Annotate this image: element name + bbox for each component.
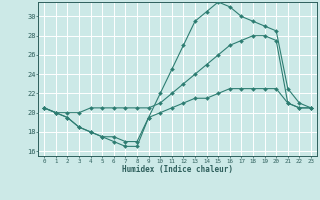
X-axis label: Humidex (Indice chaleur): Humidex (Indice chaleur) bbox=[122, 165, 233, 174]
